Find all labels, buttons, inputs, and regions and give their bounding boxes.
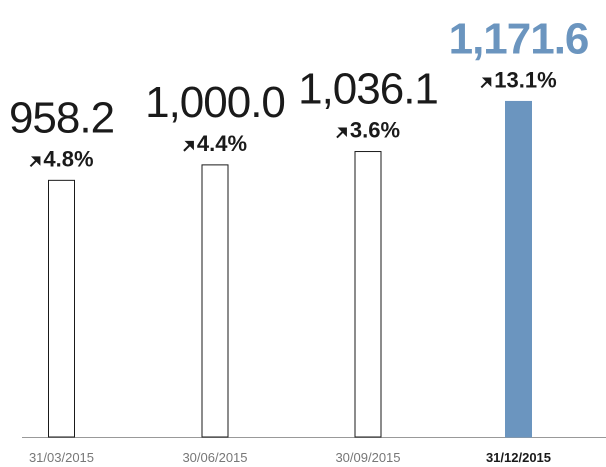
value-label: 1,000.0 [145, 78, 285, 127]
value-label: 1,171.6 [449, 14, 589, 63]
value-label: 958.2 [9, 93, 114, 142]
arrow-icon [480, 77, 492, 89]
arrow-icon [336, 127, 347, 139]
arrow-icon [183, 140, 194, 152]
bar [201, 164, 229, 438]
bar [354, 151, 382, 438]
growth-label: 3.6% [350, 118, 400, 143]
x-tick-label: 31/12/2015 [486, 450, 551, 465]
value-label: 1,036.1 [298, 65, 438, 114]
x-tick-label: 31/03/2015 [29, 450, 94, 465]
growth-label: 4.4% [197, 131, 247, 156]
bar [48, 179, 75, 438]
arrow-icon [29, 156, 41, 168]
x-tick-label: 30/09/2015 [335, 450, 400, 465]
bar [505, 100, 532, 438]
growth-label: 4.8% [43, 146, 93, 171]
growth-label: 13.1% [494, 67, 556, 92]
x-tick-label: 30/06/2015 [182, 450, 247, 465]
